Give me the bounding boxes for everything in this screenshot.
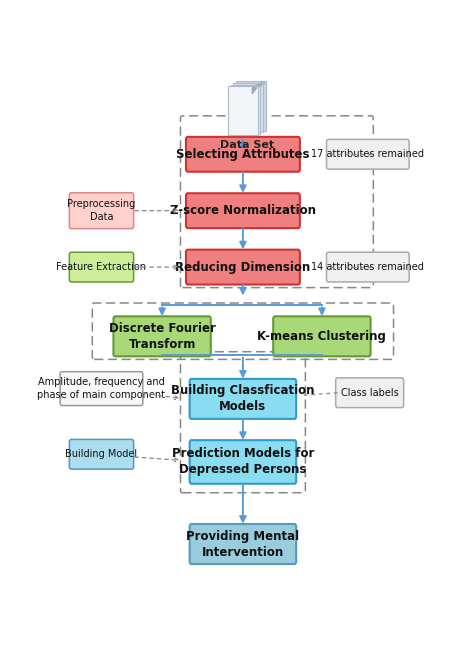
Text: Data Set: Data Set [219, 140, 273, 150]
Text: Reducing Dimension: Reducing Dimension [175, 260, 310, 274]
Polygon shape [257, 85, 262, 91]
Text: Discrete Fourier
Transform: Discrete Fourier Transform [109, 322, 216, 351]
FancyBboxPatch shape [236, 81, 266, 131]
FancyBboxPatch shape [327, 252, 409, 282]
FancyBboxPatch shape [231, 85, 260, 134]
FancyBboxPatch shape [69, 192, 134, 228]
Text: 17 attributes remained: 17 attributes remained [311, 149, 424, 159]
FancyBboxPatch shape [69, 252, 134, 282]
Text: Building Model: Building Model [65, 450, 137, 460]
Text: Amplitude, frequency and
phase of main component: Amplitude, frequency and phase of main c… [37, 378, 165, 400]
Text: Prediction Models for
Depressed Persons: Prediction Models for Depressed Persons [172, 448, 314, 476]
FancyBboxPatch shape [60, 372, 143, 406]
FancyBboxPatch shape [190, 524, 296, 564]
Text: Providing Mental
Intervention: Providing Mental Intervention [186, 529, 300, 559]
FancyBboxPatch shape [190, 440, 296, 484]
FancyBboxPatch shape [186, 137, 300, 172]
FancyBboxPatch shape [336, 378, 404, 408]
Polygon shape [260, 83, 264, 89]
Polygon shape [255, 86, 259, 92]
FancyBboxPatch shape [186, 250, 300, 284]
FancyBboxPatch shape [233, 83, 263, 133]
Text: Selecting Attributes: Selecting Attributes [176, 148, 310, 161]
FancyBboxPatch shape [190, 379, 296, 419]
FancyBboxPatch shape [186, 193, 300, 228]
FancyBboxPatch shape [113, 316, 211, 356]
Text: Feature Extraction: Feature Extraction [56, 262, 146, 272]
FancyBboxPatch shape [273, 316, 371, 356]
Polygon shape [252, 88, 257, 94]
Text: 14 attributes remained: 14 attributes remained [311, 262, 424, 272]
Text: Building Classfication
Models: Building Classfication Models [171, 384, 315, 414]
FancyBboxPatch shape [327, 139, 409, 169]
Text: Preprocessing
Data: Preprocessing Data [67, 200, 136, 222]
Text: K-means Clustering: K-means Clustering [257, 330, 386, 343]
FancyBboxPatch shape [69, 440, 134, 469]
Text: Z-score Normalization: Z-score Normalization [170, 204, 316, 217]
FancyBboxPatch shape [228, 86, 258, 135]
Text: Class labels: Class labels [341, 388, 399, 398]
